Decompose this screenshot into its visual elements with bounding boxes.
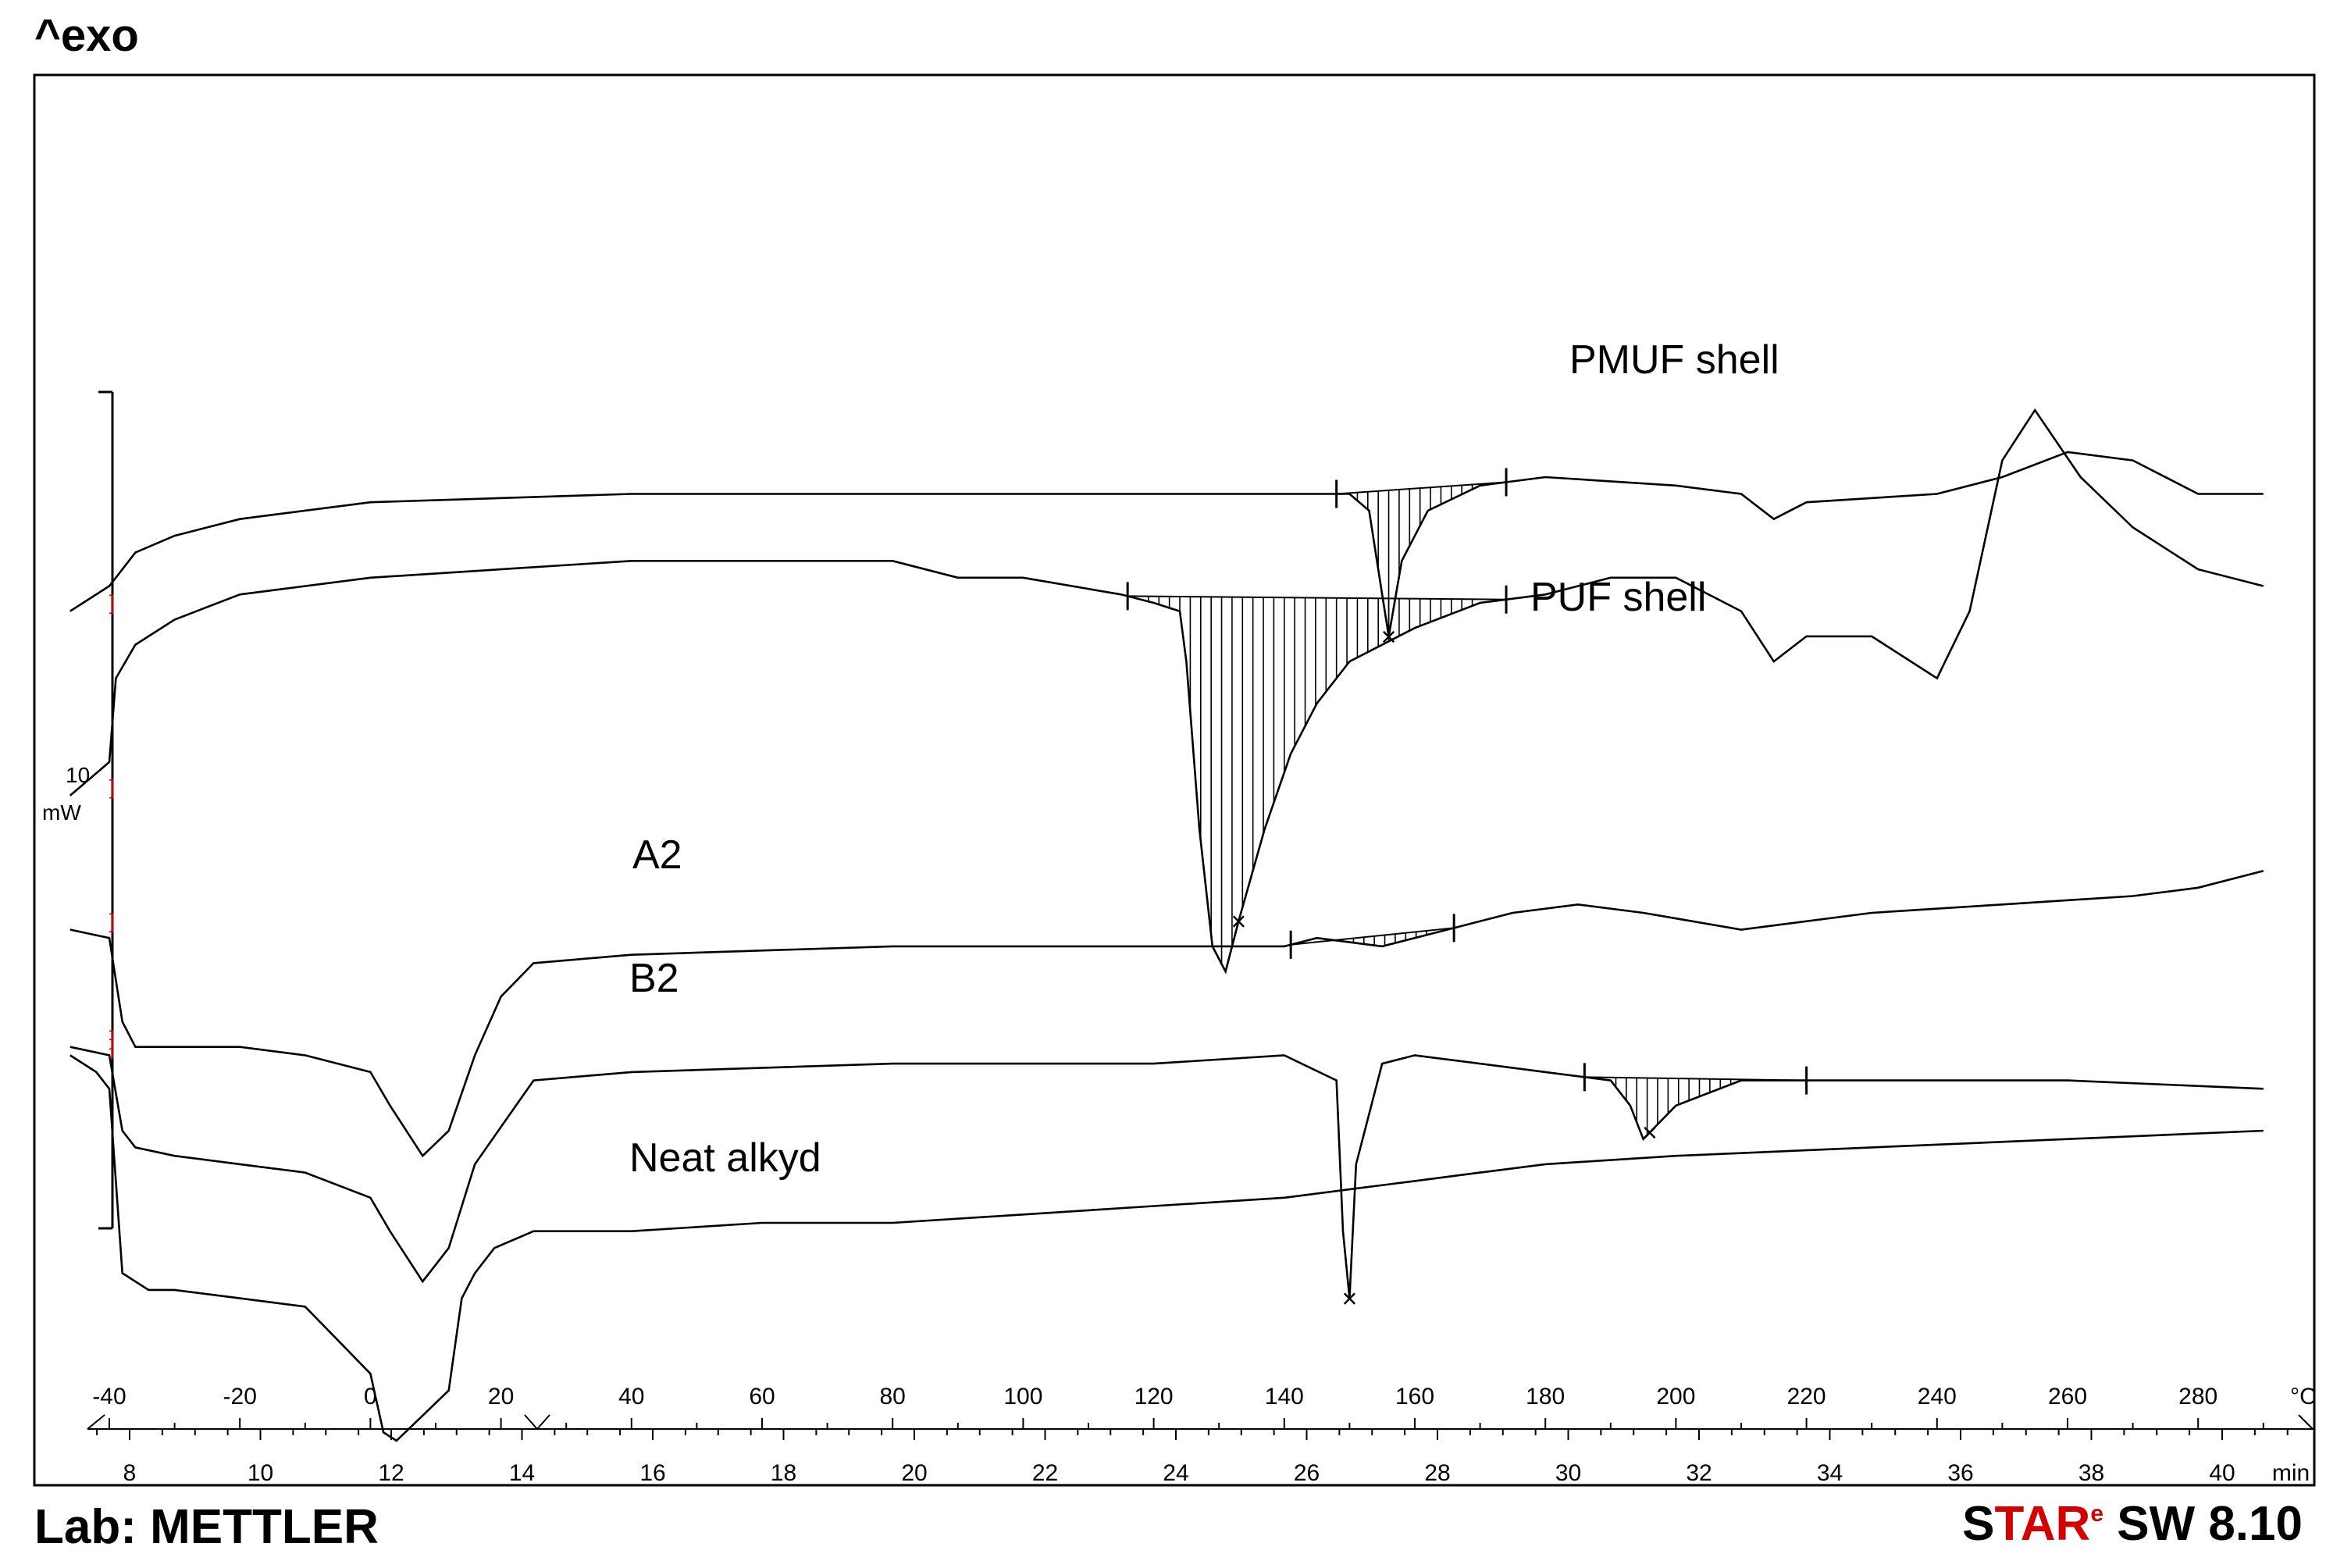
- series-neat-alkyd: ] Neat alkyd: [69, 1035, 2264, 1442]
- series-line-puf-shell: [69, 408, 2264, 975]
- x2-tick-label: 38: [2078, 1460, 2104, 1486]
- peak-marker: ×: [1341, 1285, 1357, 1314]
- series-pmuf-shell: ]×PMUF shell: [69, 337, 2264, 652]
- axis-arrow-left: [87, 1414, 105, 1430]
- curve-start-marker: ]: [109, 775, 115, 799]
- x-tick-label: 120: [1135, 1384, 1174, 1409]
- peak-marker: ×: [1642, 1118, 1658, 1148]
- plot-frame: [33, 73, 2316, 1487]
- series-puf-shell: ] × PUF shell: [69, 408, 2264, 975]
- software-label: STARe SW 8.10: [1962, 1496, 2303, 1552]
- curve-start-marker: ]: [109, 591, 115, 615]
- x-tick-label: -20: [223, 1384, 257, 1409]
- x-tick-label: 220: [1787, 1384, 1826, 1409]
- x2-tick-label: 24: [1163, 1460, 1188, 1486]
- x2-tick-label: 10: [248, 1460, 273, 1486]
- x2-tick-label: 22: [1032, 1460, 1058, 1486]
- x-tick-label: 260: [2048, 1384, 2087, 1409]
- series-label-puf-shell: PUF shell: [1530, 575, 1706, 620]
- x-tick-label: 100: [1003, 1384, 1042, 1409]
- x-tick-label: 140: [1265, 1384, 1304, 1409]
- x-tick-label: 240: [1918, 1384, 1957, 1409]
- software-e: e: [2090, 1501, 2103, 1527]
- series-label-pmuf-shell: PMUF shell: [1569, 337, 1779, 383]
- lab-label: Lab: METTLER: [34, 1500, 379, 1554]
- x-axis-unit: °C: [2290, 1384, 2317, 1409]
- axis-arrow-right: [2298, 1414, 2314, 1430]
- x2-tick-label: 32: [1686, 1460, 1712, 1486]
- integration-baseline: [1127, 595, 1507, 600]
- x-tick-label: 20: [488, 1384, 514, 1409]
- axis-layer: -40 -20 0 20 40 60 80 100 120 140 160 180 200 220 240 2…: [87, 1384, 2317, 1486]
- x2-tick-label: 30: [1555, 1460, 1581, 1486]
- x2-tick-label: 40: [2209, 1460, 2235, 1486]
- series-a2: ] A2: [69, 832, 2264, 1158]
- series-label-b2: B2: [629, 956, 679, 1001]
- x-tick-label: 160: [1395, 1384, 1434, 1409]
- x2-axis-unit: min: [2272, 1460, 2310, 1486]
- x-tick-label: -40: [92, 1384, 126, 1409]
- x2-tick-label: 28: [1424, 1460, 1450, 1486]
- x-tick-label: 60: [749, 1384, 775, 1409]
- software-version: SW 8.10: [2103, 1497, 2303, 1551]
- x2-tick-label: 12: [378, 1460, 404, 1486]
- x-tick-label: 40: [618, 1384, 644, 1409]
- exo-direction-label: ^exo: [34, 10, 139, 61]
- series-b2: ] × × B2: [69, 956, 2264, 1314]
- series-label-neat-alkyd: Neat alkyd: [629, 1135, 821, 1181]
- series-label-a2: A2: [632, 832, 682, 878]
- software-s: S: [1962, 1497, 1995, 1551]
- x-tick-label: 180: [1526, 1384, 1565, 1409]
- series-line-a2: [69, 870, 2264, 1158]
- series-layer: ]×PMUF shell] × PUF shell] A2] × × B2] Neat alk…: [69, 337, 2264, 1442]
- curve-start-marker: ]: [109, 1027, 115, 1050]
- x2-tick-label: 34: [1817, 1460, 1843, 1486]
- integration-baseline: [1336, 481, 1507, 495]
- x2-tick-label: 14: [509, 1460, 535, 1486]
- x2-tick-label: 16: [639, 1460, 665, 1486]
- scale-bar-unit: mW: [42, 800, 81, 825]
- curve-start-marker: ]: [109, 909, 115, 932]
- x2-tick-label: 20: [901, 1460, 927, 1486]
- series-line-pmuf-shell: [69, 451, 2264, 637]
- x2-tick-label: 18: [771, 1460, 796, 1486]
- axis-marker: [524, 1414, 550, 1431]
- peak-marker: ×: [1231, 907, 1246, 937]
- curve-start-marker: ]: [109, 1035, 115, 1058]
- series-line-b2: [69, 1046, 2264, 1299]
- x-tick-label: 200: [1656, 1384, 1695, 1409]
- x-tick-label: 280: [2178, 1384, 2217, 1409]
- software-tar: TAR: [1994, 1497, 2091, 1551]
- integration-baseline: [1291, 927, 1455, 946]
- x2-tick-label: 36: [1947, 1460, 1973, 1486]
- x2-tick-label: 26: [1294, 1460, 1320, 1486]
- x-tick-label: 0: [364, 1384, 377, 1409]
- x-tick-label: 80: [880, 1384, 906, 1409]
- series-line-neat-alkyd: [69, 1054, 2264, 1442]
- x2-tick-label: 8: [123, 1460, 137, 1486]
- scale-bar-value: 10: [66, 763, 90, 787]
